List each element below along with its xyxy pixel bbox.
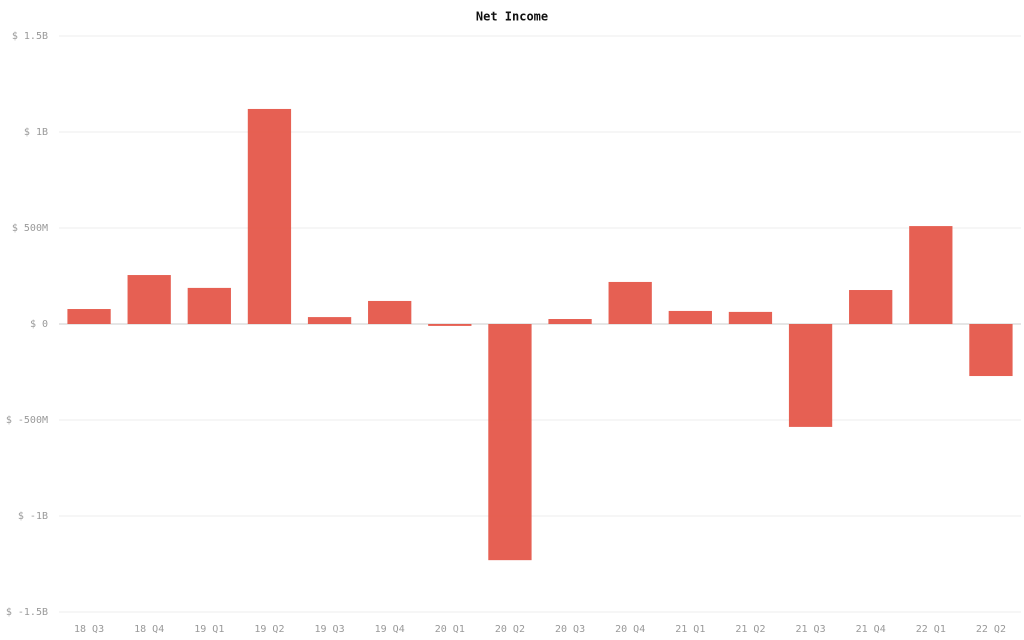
x-tick-label: 20 Q2 [495,624,525,635]
bar [849,290,893,324]
x-tick-label: 21 Q4 [856,624,886,635]
bar [67,309,111,324]
bar [548,319,592,324]
x-tick-label: 19 Q1 [194,624,224,635]
x-tick-label: 21 Q2 [735,624,765,635]
y-tick-label: $ 1.5B [12,31,48,42]
chart-title: Net Income [476,10,548,24]
x-tick-label: 20 Q4 [615,624,645,635]
x-tick-label: 21 Q3 [796,624,826,635]
bar [909,226,953,324]
x-tick-label: 22 Q1 [916,624,946,635]
x-tick-label: 22 Q2 [976,624,1006,635]
y-tick-label: $ 0 [30,319,48,330]
y-tick-label: $ -1B [18,511,48,522]
bar [969,324,1013,377]
bar [728,311,773,324]
bar [247,108,292,325]
bar [187,287,231,324]
x-tick-label: 19 Q4 [375,624,405,635]
bar [127,275,171,324]
x-tick-label: 18 Q3 [74,624,104,635]
y-tick-label: $ -1.5B [6,607,48,618]
x-tick-label: 21 Q1 [675,624,705,635]
y-tick-label: $ 500M [12,223,48,234]
bar [307,317,352,324]
x-tick-label: 20 Q3 [555,624,585,635]
bar [488,324,532,561]
bar [668,310,712,324]
bar [368,300,412,324]
bar [608,281,652,324]
y-tick-label: $ 1B [24,127,48,138]
bar [788,324,833,427]
y-tick-label: $ -500M [6,415,48,426]
x-tick-label: 19 Q2 [254,624,284,635]
x-tick-label: 18 Q4 [134,624,164,635]
bar [428,324,472,326]
x-tick-label: 19 Q3 [315,624,345,635]
x-tick-label: 20 Q1 [435,624,465,635]
